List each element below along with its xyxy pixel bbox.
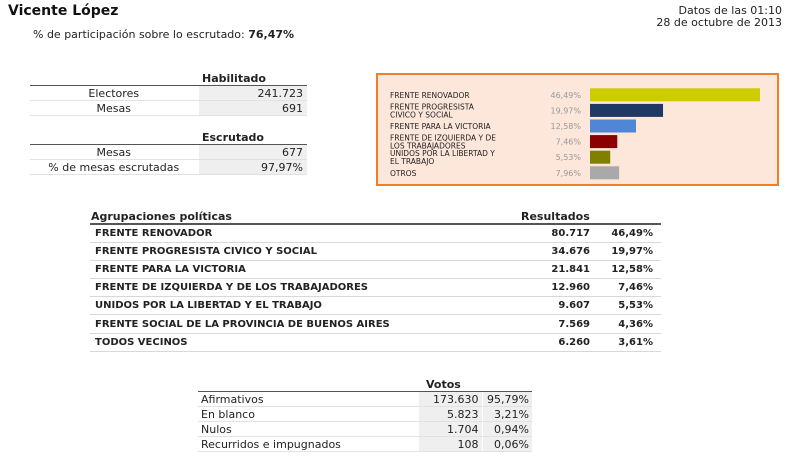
chart-value-label: 7,96% xyxy=(556,169,582,178)
chart-value-label: 19,97% xyxy=(550,106,581,115)
chart-category-label: FRENTE PROGRESISTA CIVICO Y SOCIAL xyxy=(390,102,475,119)
vote-percent: 0,06% xyxy=(481,436,532,452)
chart-bar xyxy=(590,103,664,117)
party-votes: 7.569 xyxy=(515,314,595,334)
party-votes: 6.260 xyxy=(515,333,595,352)
time-line: Datos de las 01:10 xyxy=(678,4,782,17)
vote-percent: 95,79% xyxy=(481,391,532,407)
results-table: Agrupaciones políticas Resultados FRENTE… xyxy=(90,210,661,352)
vote-percent: 3,21% xyxy=(481,406,532,422)
vote-count: 108 xyxy=(417,436,482,452)
chart-bar xyxy=(590,150,611,164)
vote-percent: 0,94% xyxy=(481,421,532,437)
table-row: FRENTE DE IZQUIERDA Y DE LOS TRABAJADORE… xyxy=(90,278,661,298)
chart-bar xyxy=(590,119,637,133)
escrutado-heading: Escrutado xyxy=(30,131,307,145)
party-name: UNIDOS POR LA LIBERTAD Y EL TRABAJO xyxy=(90,296,515,316)
vote-type-label: En blanco xyxy=(198,406,418,422)
party-percent: 19,97% xyxy=(595,242,661,261)
chart-value-label: 46,49% xyxy=(550,91,581,100)
table-row: FRENTE PARA LA VICTORIA 21.841 12,58% xyxy=(90,260,661,280)
table-row: Recurridos e impugnados 108 0,06% xyxy=(198,436,532,452)
vote-type-label: Recurridos e impugnados xyxy=(198,436,418,452)
habilitado-table: Habilitado Electores 241.723 Mesas 691 xyxy=(30,72,307,116)
chart-category-label: UNIDOS POR LA LIBERTAD Y EL TRABAJO xyxy=(390,149,495,166)
vote-count: 5.823 xyxy=(417,406,482,422)
chart-category-label: FRENTE PARA LA VICTORIA xyxy=(390,122,492,131)
participation-summary: % de participación sobre lo escrutado: 7… xyxy=(33,28,294,41)
page-title: Vicente López xyxy=(8,3,119,19)
party-votes: 34.676 xyxy=(515,242,595,261)
party-percent: 5,53% xyxy=(595,296,661,316)
habilitado-heading: Habilitado xyxy=(30,72,307,86)
chart-category-label: OTROS xyxy=(390,169,417,178)
row-value: 97,97% xyxy=(197,159,307,175)
party-votes: 21.841 xyxy=(515,260,595,280)
votes-header-spacer xyxy=(198,378,418,392)
date-line: 28 de octubre de 2013 xyxy=(656,16,782,29)
col-header-party: Agrupaciones políticas xyxy=(90,210,515,225)
results-chart-panel: FRENTE RENOVADOR 46,49% FRENTE PROGRESISTA… xyxy=(376,73,779,186)
chart-bar xyxy=(590,88,760,102)
vote-count: 1.704 xyxy=(417,421,482,437)
votes-table: Votos Afirmativos 173.630 95,79% En blanco 5… xyxy=(198,378,532,452)
table-row: En blanco 5.823 3,21% xyxy=(198,406,532,422)
party-votes: 80.717 xyxy=(515,224,595,243)
party-percent: 46,49% xyxy=(595,224,661,243)
table-row: % de mesas escrutadas 97,97% xyxy=(30,159,307,175)
participation-label: % de participación sobre lo escrutado: xyxy=(33,28,245,41)
table-row: FRENTE PROGRESISTA CIVICO Y SOCIAL 34.676… xyxy=(90,242,661,261)
results-bar-chart: FRENTE RENOVADOR 46,49% FRENTE PROGRESISTA… xyxy=(390,88,760,180)
data-timestamp: Datos de las 01:10 28 de octubre de 2013 xyxy=(656,5,782,29)
row-value: 677 xyxy=(197,144,307,160)
party-name: FRENTE SOCIAL DE LA PROVINCIA DE BUENOS … xyxy=(90,314,515,334)
row-value: 691 xyxy=(197,100,307,116)
chart-category-label: FRENTE DE IZQUIERDA Y DE LOS TRABAJADORES xyxy=(390,134,496,151)
party-name: FRENTE RENOVADOR xyxy=(90,224,515,243)
party-percent: 3,61% xyxy=(595,333,661,352)
table-row: UNIDOS POR LA LIBERTAD Y EL TRABAJO 9.607… xyxy=(90,296,661,316)
party-name: TODOS VECINOS xyxy=(90,333,515,352)
party-percent: 4,36% xyxy=(595,314,661,334)
party-name: FRENTE PARA LA VICTORIA xyxy=(90,260,515,280)
escrutado-table: Escrutado Mesas 677 % de mesas escrutada… xyxy=(30,131,307,175)
table-row: Nulos 1.704 0,94% xyxy=(198,421,532,437)
chart-bar xyxy=(590,135,618,149)
vote-type-label: Nulos xyxy=(198,421,418,437)
row-label: Electores xyxy=(30,85,198,101)
row-label: % de mesas escrutadas xyxy=(30,159,198,175)
votes-heading: Votos xyxy=(418,378,532,392)
participation-value: 76,47% xyxy=(248,28,295,41)
row-label: Mesas xyxy=(30,100,198,116)
party-name: FRENTE PROGRESISTA CIVICO Y SOCIAL xyxy=(90,242,515,261)
party-votes: 9.607 xyxy=(515,296,595,316)
table-row: FRENTE SOCIAL DE LA PROVINCIA DE BUENOS … xyxy=(90,314,661,334)
row-value: 241.723 xyxy=(197,85,307,101)
table-row: FRENTE RENOVADOR 80.717 46,49% xyxy=(90,224,661,243)
vote-count: 173.630 xyxy=(417,391,482,407)
party-percent: 7,46% xyxy=(595,278,661,298)
table-row: Mesas 691 xyxy=(30,100,307,116)
chart-bar xyxy=(590,166,620,180)
col-header-results: Resultados xyxy=(515,210,661,225)
table-row: Electores 241.723 xyxy=(30,85,307,101)
party-percent: 12,58% xyxy=(595,260,661,280)
table-row: Mesas 677 xyxy=(30,144,307,160)
party-votes: 12.960 xyxy=(515,278,595,298)
vote-type-label: Afirmativos xyxy=(198,391,418,407)
party-name: FRENTE DE IZQUIERDA Y DE LOS TRABAJADORE… xyxy=(90,278,515,298)
table-row: TODOS VECINOS 6.260 3,61% xyxy=(90,333,661,352)
table-row: Afirmativos 173.630 95,79% xyxy=(198,391,532,407)
chart-category-label: FRENTE RENOVADOR xyxy=(390,91,470,100)
chart-value-label: 5,53% xyxy=(556,153,582,162)
chart-value-label: 7,46% xyxy=(556,138,582,147)
chart-value-label: 12,58% xyxy=(550,122,581,131)
row-label: Mesas xyxy=(30,144,198,160)
